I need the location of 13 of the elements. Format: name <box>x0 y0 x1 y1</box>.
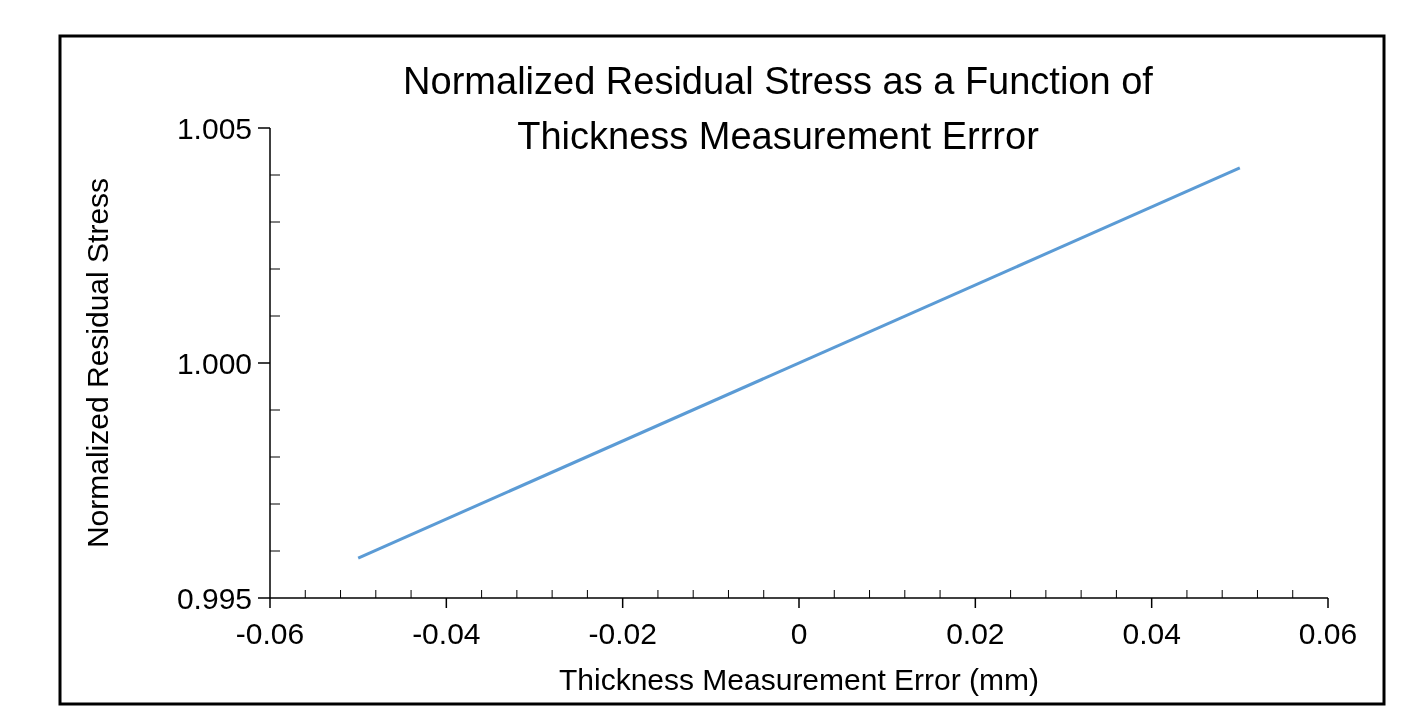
chart-title: Normalized Residual Stress as a Function of Thickness Measurement Errror <box>403 60 1154 157</box>
y-tick-label: 1.005 <box>176 111 252 145</box>
y-axis-title: Normalized Residual Stress <box>81 177 114 549</box>
x-tick-label: 0 <box>790 617 808 650</box>
y-tick-label: 1.000 <box>176 346 252 380</box>
x-tick-label: 0.06 <box>1298 617 1358 650</box>
x-axis-title: Thickness Measurement Error (mm) <box>558 663 1040 696</box>
x-tick-label: -0.06 <box>235 617 305 650</box>
x-tick-label: -0.04 <box>412 617 481 650</box>
x-tick-label: -0.02 <box>588 617 657 650</box>
x-tick-label: 0.02 <box>946 617 1005 650</box>
x-tick-label: 0.04 <box>1122 617 1181 650</box>
y-tick-label: 0.995 <box>176 581 252 615</box>
